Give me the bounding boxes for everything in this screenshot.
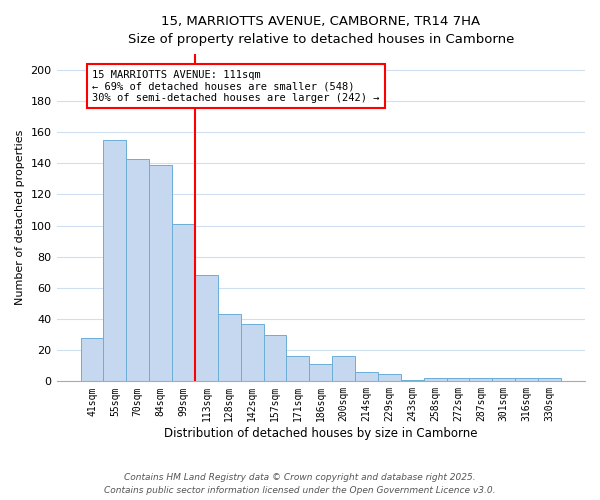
Y-axis label: Number of detached properties: Number of detached properties bbox=[15, 130, 25, 306]
Bar bbox=[515, 378, 538, 382]
Bar bbox=[493, 378, 515, 382]
Bar bbox=[378, 374, 401, 382]
Bar bbox=[241, 324, 263, 382]
Bar bbox=[424, 378, 446, 382]
Bar bbox=[103, 140, 127, 382]
Bar bbox=[355, 372, 378, 382]
Bar bbox=[218, 314, 241, 382]
Bar bbox=[263, 334, 286, 382]
Bar bbox=[332, 356, 355, 382]
Bar bbox=[446, 378, 469, 382]
Bar bbox=[469, 378, 493, 382]
Text: 15 MARRIOTTS AVENUE: 111sqm
← 69% of detached houses are smaller (548)
30% of se: 15 MARRIOTTS AVENUE: 111sqm ← 69% of det… bbox=[92, 70, 380, 103]
Bar bbox=[80, 338, 103, 382]
Bar bbox=[195, 276, 218, 382]
Title: 15, MARRIOTTS AVENUE, CAMBORNE, TR14 7HA
Size of property relative to detached h: 15, MARRIOTTS AVENUE, CAMBORNE, TR14 7HA… bbox=[128, 15, 514, 46]
Bar bbox=[538, 378, 561, 382]
X-axis label: Distribution of detached houses by size in Camborne: Distribution of detached houses by size … bbox=[164, 427, 478, 440]
Text: Contains HM Land Registry data © Crown copyright and database right 2025.
Contai: Contains HM Land Registry data © Crown c… bbox=[104, 474, 496, 495]
Bar bbox=[127, 158, 149, 382]
Bar bbox=[286, 356, 310, 382]
Bar bbox=[401, 380, 424, 382]
Bar bbox=[310, 364, 332, 382]
Bar bbox=[172, 224, 195, 382]
Bar bbox=[149, 164, 172, 382]
